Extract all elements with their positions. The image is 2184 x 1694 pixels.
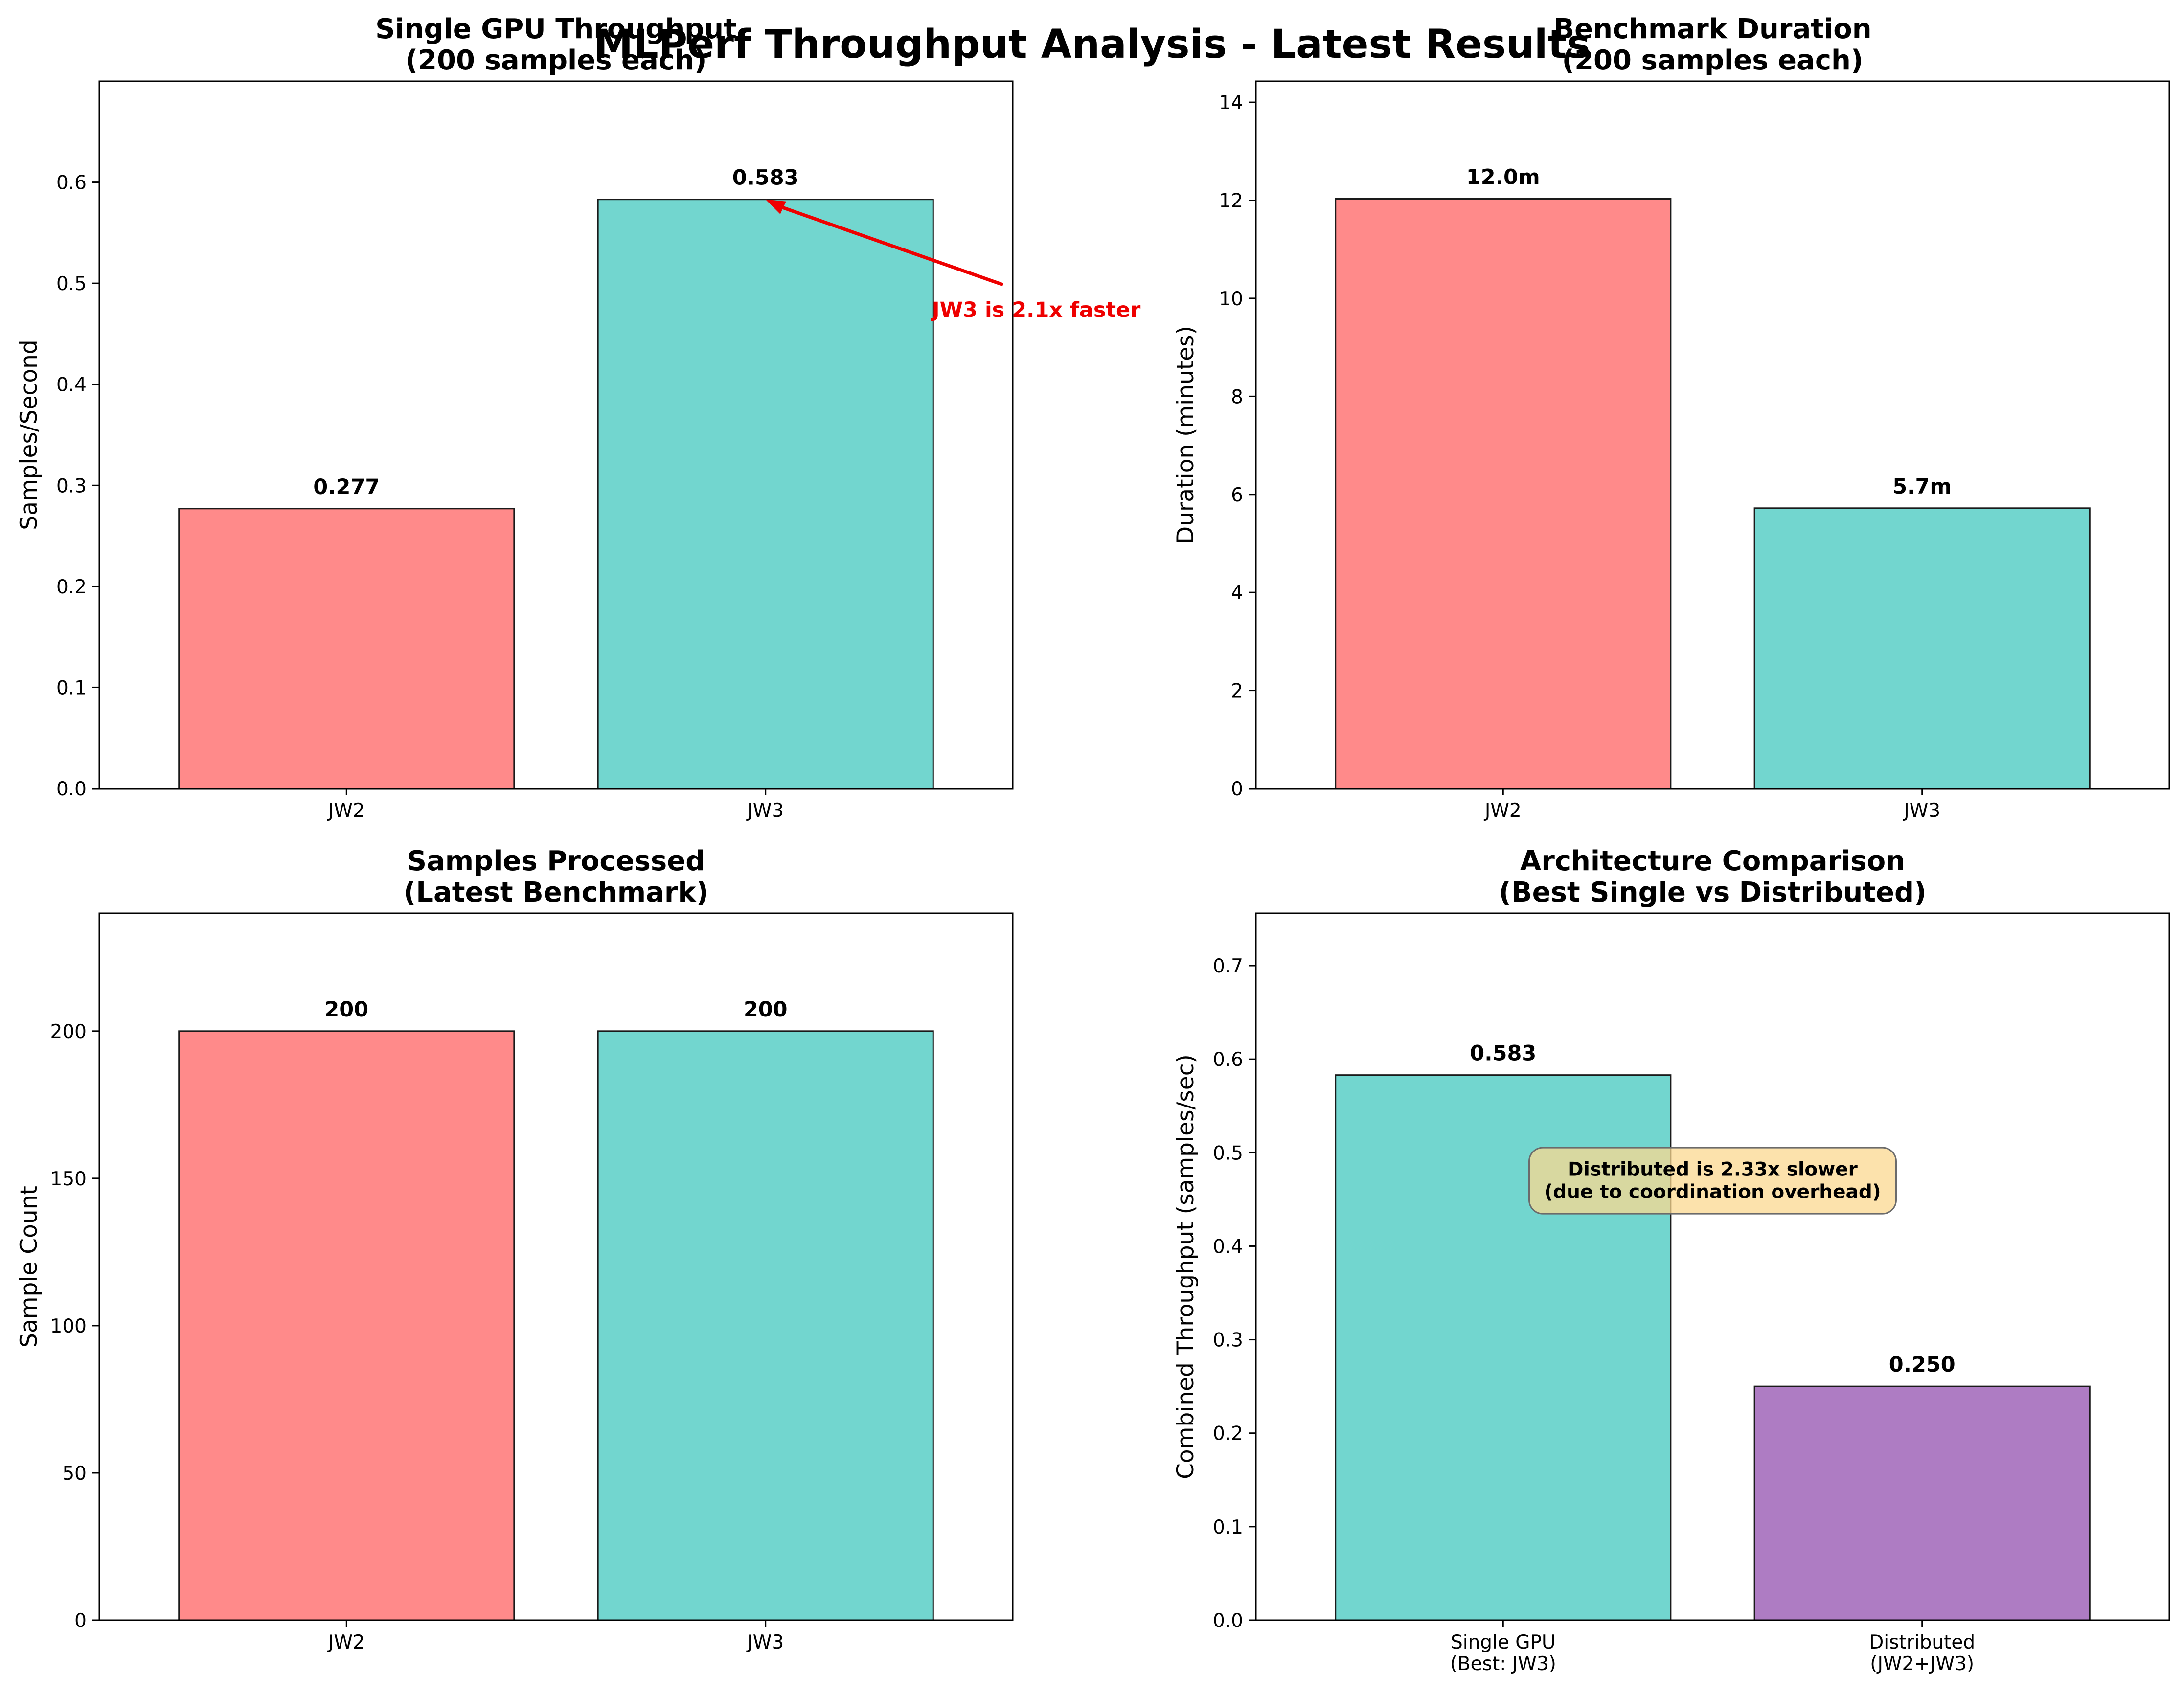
bar-2 xyxy=(597,199,934,790)
bar-1 xyxy=(178,1030,515,1621)
bar-1 xyxy=(178,508,515,790)
y-axis-label: Duration (minutes) xyxy=(1172,326,1199,544)
x-tick-label-1-line-1: JW2 xyxy=(327,800,365,822)
bar-1 xyxy=(1335,198,1672,790)
x-tick-label-1-line-1: Single GPU xyxy=(1451,1631,1556,1653)
y-tick-label-3: 4 xyxy=(1231,582,1243,604)
value-label-1: 200 xyxy=(324,997,368,1022)
panel-title: Architecture Comparison (Best Single vs D… xyxy=(1499,845,1926,908)
y-tick-label-6: 0.5 xyxy=(1213,1142,1243,1164)
annotation-box-text-line-2: (due to coordination overhead) xyxy=(1544,1181,1881,1203)
panel-title-line-2: (Best Single vs Distributed) xyxy=(1499,877,1926,908)
y-tick-label-3: 100 xyxy=(50,1315,87,1337)
x-tick-label-2-line-1: Distributed xyxy=(1869,1631,1975,1653)
annotation-box xyxy=(1528,1147,1897,1215)
annotation-text: JW3 is 2.1x faster xyxy=(931,298,1141,322)
x-tick-label-1: Single GPU (Best: JW3) xyxy=(1450,1631,1556,1675)
annotation-box-text-line-1: Distributed is 2.33x slower xyxy=(1568,1159,1858,1181)
chart-panel-1: 0.277 0.583 0.0 0.1 0.2 0.3 0.4 0.5 0.6 JW2 JW3 Sam… xyxy=(16,13,1141,822)
x-tick-label-2: JW3 xyxy=(1902,800,1940,822)
bar-2 xyxy=(1753,507,2091,790)
annotation-arrowhead xyxy=(765,199,786,214)
bar-2 xyxy=(1753,1385,2091,1621)
panel-title-line-1: Samples Processed xyxy=(407,845,705,877)
panel-title-line-1: Single GPU Throughput xyxy=(375,13,737,45)
axes-frame xyxy=(1255,912,2170,1621)
y-tick-label-5: 200 xyxy=(50,1021,87,1043)
x-tick-label-1: JW2 xyxy=(1483,800,1522,822)
y-tick-label-6: 0.5 xyxy=(56,273,87,295)
x-tick-label-1: JW2 xyxy=(327,1631,365,1653)
y-axis-label: Combined Throughput (samples/sec) xyxy=(1172,1054,1199,1479)
y-tick-label-2: 0.1 xyxy=(56,677,87,699)
y-tick-label-4: 6 xyxy=(1231,484,1243,506)
y-tick-label-6: 10 xyxy=(1219,288,1243,310)
x-tick-label-2: JW3 xyxy=(746,1631,784,1653)
y-tick-label-8: 14 xyxy=(1219,92,1243,114)
panel-title-line-2: (200 samples each) xyxy=(406,45,707,76)
y-tick-label-1: 0.0 xyxy=(1213,1610,1243,1632)
y-tick-label-4: 0.3 xyxy=(56,475,87,497)
x-tick-label-1-line-1: JW2 xyxy=(1483,800,1522,822)
y-tick-label-1: 0 xyxy=(1231,778,1243,800)
axes-frame xyxy=(98,912,1014,1621)
value-label-1: 0.583 xyxy=(1470,1041,1536,1066)
panels: 0.277 0.583 0.0 0.1 0.2 0.3 0.4 0.5 0.6 JW2 JW3 Sam… xyxy=(16,13,2170,1675)
value-label-2: 0.583 xyxy=(732,166,799,190)
value-label-1: 12.0m xyxy=(1466,165,1540,189)
y-tick-label-7: 0.6 xyxy=(1213,1049,1243,1071)
y-tick-label-8: 0.7 xyxy=(1213,955,1243,977)
value-label-2: 0.250 xyxy=(1889,1353,1956,1377)
value-label-2: 200 xyxy=(744,997,788,1022)
y-tick-label-7: 0.6 xyxy=(56,172,87,194)
y-tick-label-4: 0.3 xyxy=(1213,1330,1243,1352)
panel-title-line-2: (Latest Benchmark) xyxy=(404,877,709,908)
axes-frame xyxy=(98,80,1014,790)
y-tick-label-5: 0.4 xyxy=(1213,1236,1243,1258)
x-tick-label-2: JW3 xyxy=(746,800,784,822)
chart-panel-2: 12.0m 5.7m 0 2 4 6 8 10 12 14 JW2 JW3 Duration (minu… xyxy=(1172,13,2170,822)
annotation-box-text: Distributed is 2.33x slower (due to coord… xyxy=(1544,1159,1881,1203)
x-tick-label-1: JW2 xyxy=(327,800,365,822)
y-axis-label: Sample Count xyxy=(16,1186,43,1348)
y-tick-label-2: 50 xyxy=(62,1463,87,1485)
panel-title-line-2: (200 samples each) xyxy=(1562,45,1864,76)
x-tick-label-1-line-2: (Best: JW3) xyxy=(1450,1653,1556,1675)
panel-title: Samples Processed (Latest Benchmark) xyxy=(404,845,709,908)
figure-title: MLPerf Throughput Analysis - Latest Resu… xyxy=(593,22,1590,68)
panel-title-line-1: Benchmark Duration xyxy=(1553,13,1871,45)
y-axis-label: Samples/Second xyxy=(16,339,43,530)
y-tick-label-2: 0.1 xyxy=(1213,1516,1243,1538)
y-tick-label-1: 0 xyxy=(74,1610,87,1632)
y-tick-label-2: 2 xyxy=(1231,680,1243,702)
y-tick-label-4: 150 xyxy=(50,1168,87,1190)
y-tick-label-5: 8 xyxy=(1231,386,1243,408)
value-label-2: 5.7m xyxy=(1892,474,1952,499)
chart-panel-4: 0.583 0.250 0.0 0.1 0.2 0.3 0.4 0.5 0.6 0.7 Single… xyxy=(1172,845,2170,1675)
value-label-1: 0.277 xyxy=(313,475,380,499)
chart-panel-3: 200 200 0 50 100 150 200 JW2 JW3 Sample Count Samp… xyxy=(16,845,1014,1653)
y-tick-label-7: 12 xyxy=(1219,190,1243,212)
panel-title-line-1: Architecture Comparison xyxy=(1520,845,1905,877)
y-tick-label-5: 0.4 xyxy=(56,374,87,396)
y-tick-label-3: 0.2 xyxy=(56,576,87,598)
x-tick-label-1-line-1: JW2 xyxy=(327,1631,365,1653)
x-tick-label-2: Distributed (JW2+JW3) xyxy=(1869,1631,1975,1675)
bar-2 xyxy=(597,1030,934,1621)
axes-frame xyxy=(1255,80,2170,790)
x-tick-label-2-line-1: JW3 xyxy=(746,800,784,822)
panel-title: Single GPU Throughput (200 samples each) xyxy=(375,13,737,76)
x-tick-label-2-line-1: JW3 xyxy=(1902,800,1940,822)
y-tick-label-3: 0.2 xyxy=(1213,1423,1243,1445)
annotation-arrow-line xyxy=(775,203,1004,287)
y-tick-label-1: 0.0 xyxy=(56,778,87,800)
x-tick-label-2-line-1: JW3 xyxy=(746,1631,784,1653)
x-tick-label-2-line-2: (JW2+JW3) xyxy=(1870,1653,1974,1675)
panel-title: Benchmark Duration (200 samples each) xyxy=(1553,13,1871,76)
